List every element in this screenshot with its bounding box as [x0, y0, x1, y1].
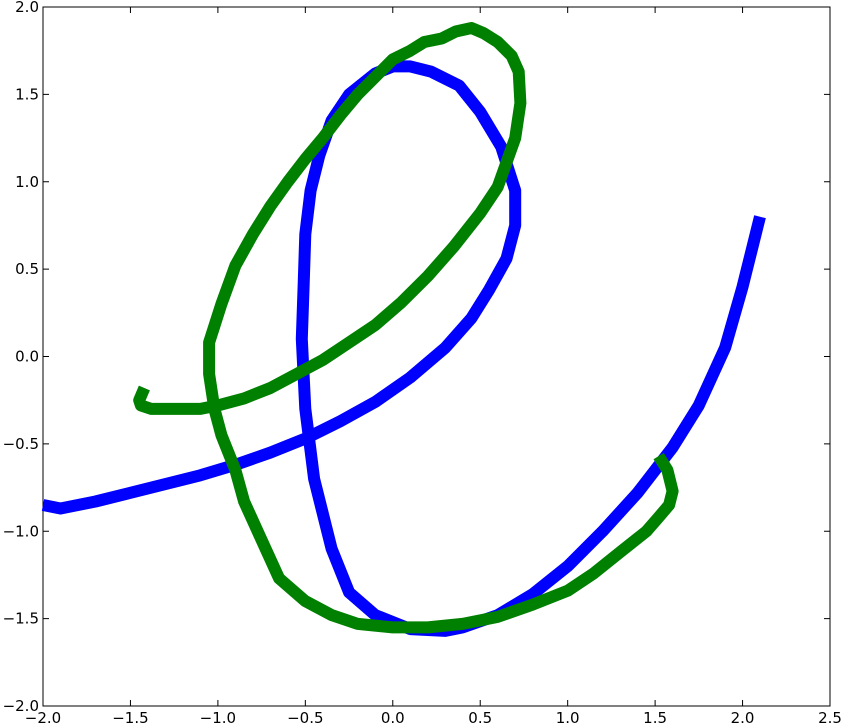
series-line-2 — [133, 22, 679, 634]
y-tick-label: 0.0 — [15, 348, 39, 366]
x-tick-label: 0.0 — [381, 709, 405, 724]
x-tick-label: −1.5 — [112, 709, 148, 724]
series-layer — [41, 22, 766, 637]
x-tick-label: 2.0 — [731, 709, 755, 724]
y-tick-label: 0.5 — [15, 260, 39, 278]
y-tick-label: −1.5 — [3, 610, 39, 628]
y-tick-label: −1.0 — [3, 522, 39, 540]
axis-layer: −2.0 −1.5 −1.0 −0.5 0.0 0.5 1.0 1.5 2.0 2.5 2.0 1.5… — [3, 0, 841, 724]
y-tick-label: 2.0 — [15, 0, 39, 16]
x-tick-label: 1.0 — [556, 709, 580, 724]
x-tick-label: 1.5 — [643, 709, 667, 724]
x-tick-label: 0.5 — [468, 709, 492, 724]
y-tick-label: −2.0 — [3, 697, 39, 715]
x-tick-label: −0.5 — [287, 709, 323, 724]
x-tick-label: 2.5 — [818, 709, 841, 724]
x-tick-label: −1.0 — [200, 709, 236, 724]
y-tick-label: 1.5 — [15, 85, 39, 103]
x-tick-label: −2.0 — [25, 709, 61, 724]
y-tick-label: −0.5 — [3, 435, 39, 453]
y-tick-label: 1.0 — [15, 173, 39, 191]
